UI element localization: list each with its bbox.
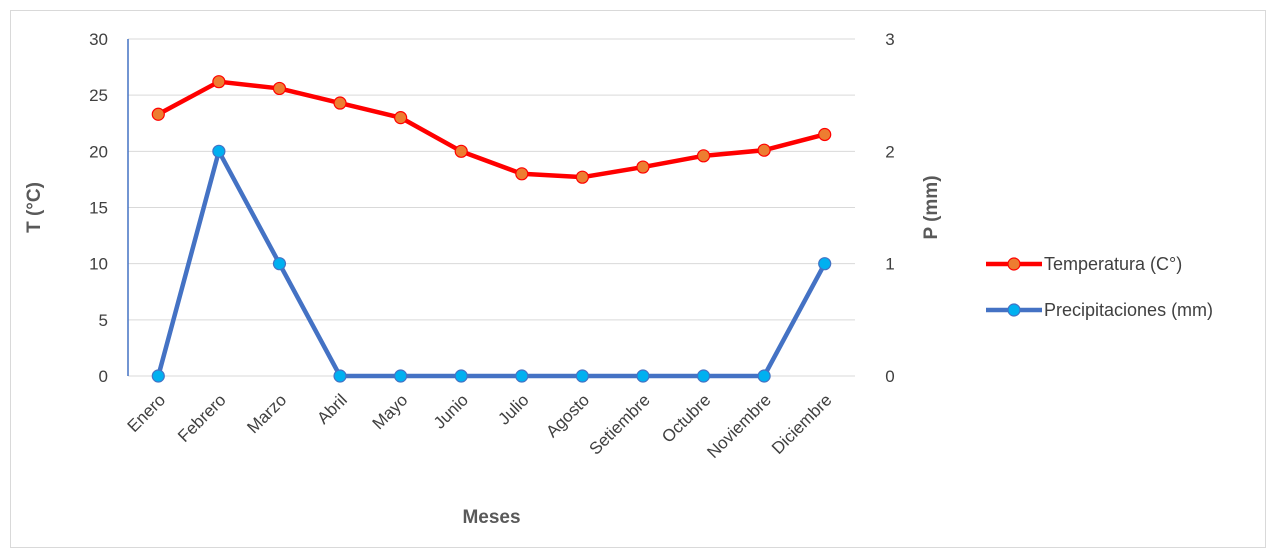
series-point [696, 149, 711, 163]
x-axis-title: Meses [462, 507, 520, 528]
series-point [151, 369, 165, 383]
series-point [272, 81, 287, 96]
series-point [696, 369, 711, 383]
y2-axis-title: P (mm) [921, 175, 942, 239]
chart-frame [10, 10, 1266, 548]
x-tick-label: Julio [494, 390, 532, 428]
series-point [575, 170, 589, 184]
legend-marker [1007, 303, 1021, 317]
x-tick-label: Setiembre [586, 390, 654, 458]
series-point [333, 369, 347, 383]
legend: Temperatura (C°) Precipitaciones (mm) [986, 254, 1213, 320]
x-tick-label: Enero [124, 390, 170, 436]
series-point [575, 369, 589, 383]
series-point [818, 257, 832, 271]
series-line [157, 79, 826, 180]
right-y-tick-label: 3 [885, 30, 894, 49]
series-point [454, 144, 468, 158]
x-tick-label: Marzo [243, 390, 290, 437]
legend-label: Temperatura (C°) [1044, 254, 1182, 274]
gridlines [128, 38, 855, 377]
series-point [333, 96, 347, 110]
series-point [515, 369, 529, 383]
series-layer [151, 75, 832, 383]
x-tick-label: Diciembre [768, 390, 836, 458]
left-y-tick-label: 30 [89, 30, 108, 49]
left-y-tick-label: 25 [89, 86, 108, 105]
series-point [212, 144, 226, 158]
series-point [394, 369, 408, 383]
left-y-tick-label: 20 [89, 142, 108, 161]
series-point [454, 369, 468, 383]
y-axis-title: T (°C) [24, 182, 45, 233]
x-ticks: Enero Febrero Marzo Abril Mayo Junio Julio Agos… [124, 390, 836, 462]
series-point [394, 111, 408, 125]
left-y-tick-label: 10 [89, 255, 108, 274]
left-y-ticks: 0 5 10 15 20 25 30 [89, 30, 108, 386]
legend-marker [1007, 257, 1021, 271]
series-point [757, 143, 771, 157]
x-tick-label: Mayo [369, 390, 412, 433]
x-tick-label: Octubre [658, 390, 714, 446]
series-point [757, 369, 771, 383]
right-y-tick-label: 0 [885, 367, 894, 386]
right-y-tick-label: 2 [885, 142, 894, 161]
series-point [151, 107, 165, 121]
legend-label: Precipitaciones (mm) [1044, 300, 1213, 320]
left-y-tick-label: 5 [99, 311, 108, 330]
series-point [212, 75, 226, 89]
x-tick-label: Junio [430, 390, 472, 432]
x-tick-label: Noviembre [703, 390, 775, 462]
left-y-tick-label: 0 [99, 367, 108, 386]
left-y-tick-label: 15 [89, 199, 108, 218]
series-point [272, 257, 287, 271]
series-point [818, 127, 832, 142]
right-y-ticks: 0 1 2 3 [885, 30, 894, 386]
x-tick-label: Abril [313, 390, 350, 427]
x-tick-label: Febrero [174, 390, 230, 446]
x-tick-label: Agosto [542, 390, 593, 441]
series-point [636, 160, 650, 174]
series-line [156, 149, 827, 379]
series-point [636, 369, 650, 383]
right-y-tick-label: 1 [885, 255, 894, 274]
series-point [515, 167, 529, 181]
